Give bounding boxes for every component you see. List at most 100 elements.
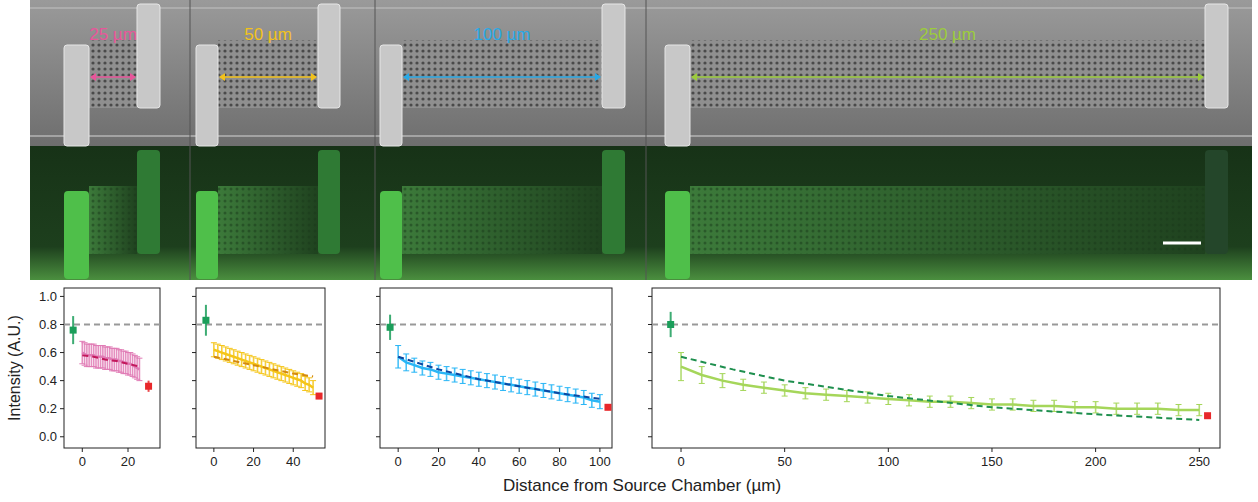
- error-cap: [1134, 414, 1140, 415]
- error-cap: [306, 377, 312, 378]
- error-cap: [885, 404, 891, 405]
- error-cap: [468, 370, 474, 371]
- y-tick-label: 0.2: [39, 401, 57, 416]
- fl-post: [64, 191, 89, 279]
- error-cap: [678, 380, 684, 381]
- error-cap: [823, 389, 829, 390]
- error-cap: [270, 363, 276, 364]
- y-tick: [60, 324, 64, 325]
- y-tick: [192, 324, 196, 325]
- plot-data: [64, 316, 160, 392]
- error-cap: [270, 377, 276, 378]
- y-tick: [192, 408, 196, 409]
- x-tick-label: 100: [877, 454, 899, 469]
- error-cap: [262, 360, 268, 361]
- error-cap: [251, 356, 257, 357]
- sem-image: [30, 0, 1252, 146]
- error-cap: [589, 393, 595, 394]
- sem-mesh: [690, 40, 1205, 108]
- error-cap: [235, 365, 241, 366]
- error-cap: [107, 346, 113, 347]
- plot-frame: [380, 288, 612, 448]
- fl-post: [318, 150, 340, 254]
- error-cap: [219, 345, 225, 346]
- y-tick: [376, 380, 380, 381]
- error-cap: [286, 383, 292, 384]
- arrow-head: [90, 73, 96, 81]
- sem-post: [602, 4, 625, 108]
- data-line: [82, 353, 139, 370]
- x-tick-label: 50: [777, 454, 791, 469]
- length-arrow: [220, 76, 316, 78]
- error-cap: [927, 407, 933, 408]
- error-cap: [231, 363, 237, 364]
- fl-fade: [402, 186, 602, 254]
- y-tick: [648, 436, 652, 437]
- error-cap: [927, 396, 933, 397]
- y-tick: [60, 296, 64, 297]
- y-tick: [648, 380, 652, 381]
- error-cap: [239, 366, 245, 367]
- x-tick-label: 250: [1188, 454, 1210, 469]
- plot-data: [196, 305, 325, 400]
- data-line: [681, 367, 1199, 411]
- error-cap: [403, 370, 409, 371]
- error-cap: [548, 398, 554, 399]
- error-cap: [227, 348, 233, 349]
- x-tick-label: 60: [512, 454, 526, 469]
- error-cap: [597, 394, 603, 395]
- error-cap: [573, 403, 579, 404]
- x-tick: [559, 448, 560, 452]
- error-cap: [844, 401, 850, 402]
- dashed-line: [398, 357, 600, 399]
- x-tick-label: 20: [431, 454, 445, 469]
- error-cap: [395, 345, 401, 346]
- error-cap: [476, 372, 482, 373]
- y-tick: [376, 352, 380, 353]
- x-tick: [1095, 448, 1096, 452]
- error-cap: [306, 391, 312, 392]
- error-cap: [255, 372, 261, 373]
- y-tick: [60, 408, 64, 409]
- x-tick: [991, 448, 992, 452]
- error-cap: [1176, 415, 1182, 416]
- error-cap: [484, 373, 490, 374]
- error-cap: [290, 370, 296, 371]
- error-cap: [989, 410, 995, 411]
- y-tick: [192, 296, 196, 297]
- y-tick: [648, 408, 652, 409]
- x-tick-label: 0: [395, 454, 402, 469]
- error-cap: [395, 368, 401, 369]
- x-tick-label: 0: [210, 454, 217, 469]
- error-cap: [444, 366, 450, 367]
- sem-post: [64, 45, 89, 146]
- arrow-head: [311, 73, 317, 81]
- error-cap: [761, 382, 767, 383]
- y-tick: [376, 324, 380, 325]
- x-tick-label: 80: [552, 454, 566, 469]
- dashed-line: [681, 357, 1199, 420]
- error-cap: [1155, 414, 1161, 415]
- y-tick: [60, 352, 64, 353]
- sem-edge: [30, 7, 1252, 9]
- error-cap: [565, 401, 571, 402]
- sem-post: [1205, 4, 1228, 108]
- fl-post: [1205, 150, 1228, 254]
- error-cap: [223, 346, 229, 347]
- error-cap: [298, 387, 304, 388]
- error-cap: [91, 344, 97, 345]
- error-cap: [286, 369, 292, 370]
- error-cap: [136, 380, 142, 381]
- x-tick-label: 20: [121, 454, 135, 469]
- error-cap: [1196, 404, 1202, 405]
- error-cap: [460, 383, 466, 384]
- error-cap: [885, 393, 891, 394]
- y-tick-label: 0.0: [39, 429, 57, 444]
- error-cap: [524, 380, 530, 381]
- error-cap: [492, 375, 498, 376]
- fl-post: [665, 191, 690, 279]
- error-cap: [243, 353, 249, 354]
- plot-frame: [652, 288, 1220, 448]
- x-tick-label: 150: [981, 454, 1003, 469]
- error-cap: [906, 405, 912, 406]
